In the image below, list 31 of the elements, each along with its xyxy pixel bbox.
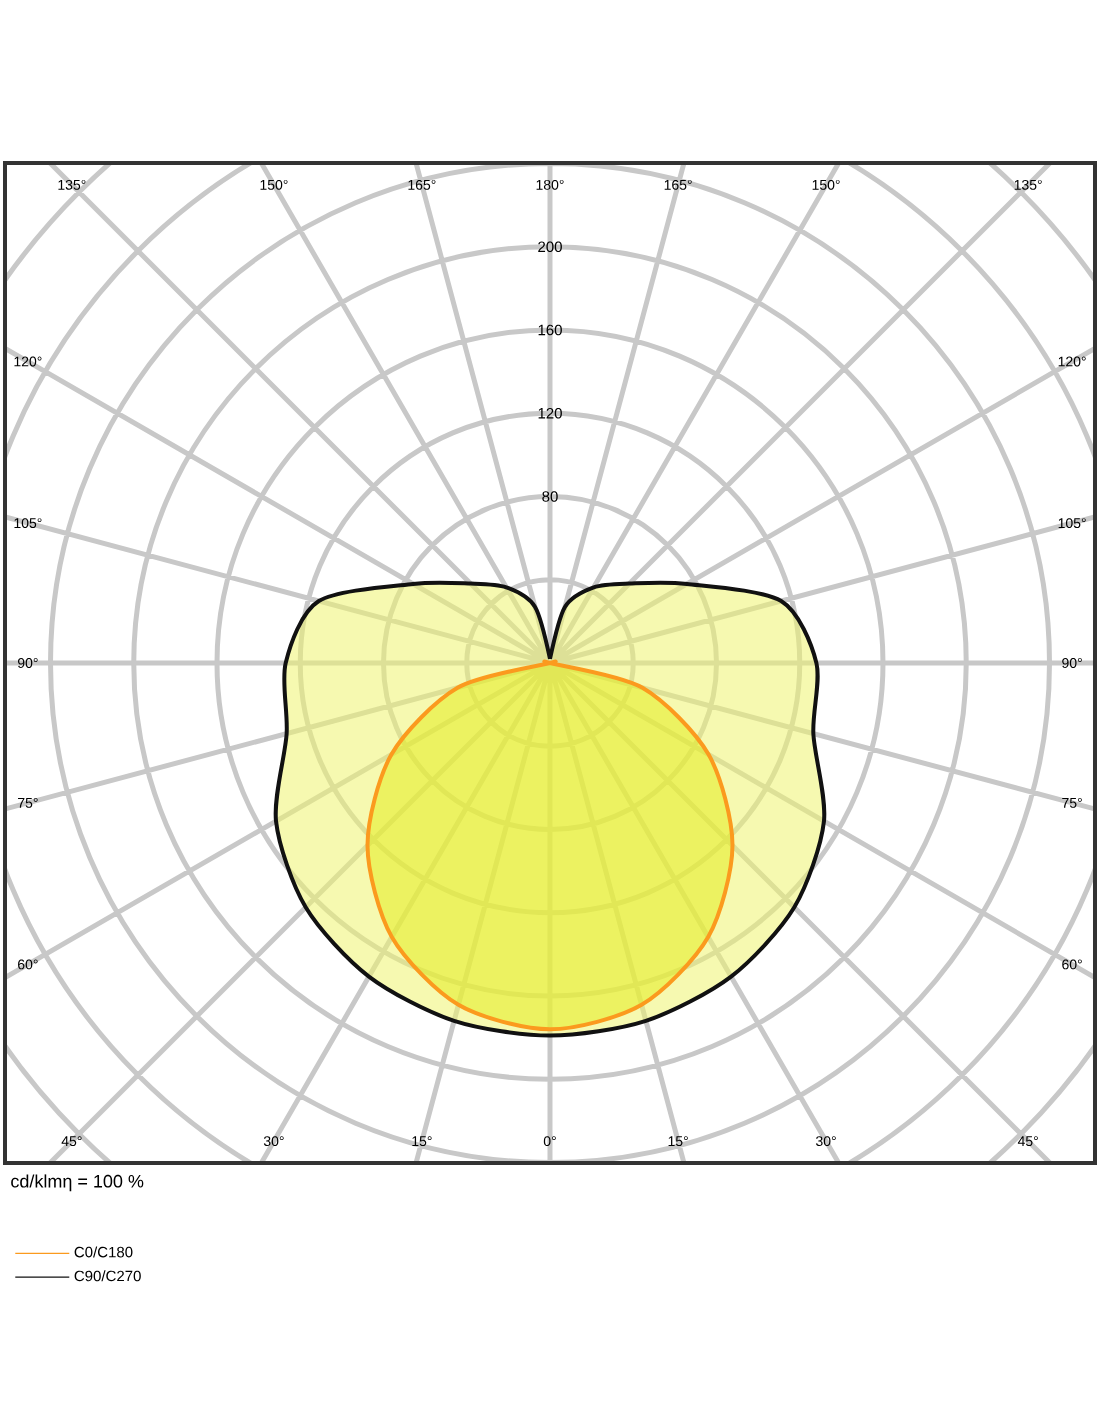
spoke-label: 15° [412,1136,432,1147]
spoke-label: 0° [543,1136,556,1147]
spoke-label: 60° [1062,959,1082,970]
y-tick-label: 80 [542,491,558,502]
text: cd/klmη = 100 % [11,1174,144,1192]
spoke-label: 90° [1062,658,1082,668]
spoke-label: 105° [1058,518,1086,529]
spoke-label: 135° [1014,179,1042,190]
spoke-label: 105° [14,518,42,529]
spoke-label: 15° [668,1136,688,1147]
spoke-label: 75° [18,797,38,808]
spoke-label: 30° [816,1136,836,1147]
spoke-label: 30° [263,1136,284,1147]
spoke-label: 75° [1062,797,1082,808]
spoke-label: 135° [58,179,86,190]
spoke-label: 165° [408,179,436,190]
legend-label: C90/C270 [74,1270,141,1282]
spoke-label: 60° [18,959,38,970]
spoke-label: 45° [61,1136,82,1147]
spoke-label: 165° [664,179,692,190]
spoke-label: 90° [17,658,38,668]
y-tick-label: 160 [538,324,562,336]
spoke-label: 150° [812,179,840,190]
y-tick-label: 200 [538,241,562,253]
spoke-label: 120° [1058,356,1086,367]
spoke-label: 120° [14,356,42,367]
spoke-label: 45° [1017,1136,1038,1147]
y-tick-label: 120 [538,407,562,419]
spoke-label: 150° [260,179,288,190]
spoke-label: 180° [536,179,564,190]
legend-label: C0/C180 [74,1246,133,1258]
